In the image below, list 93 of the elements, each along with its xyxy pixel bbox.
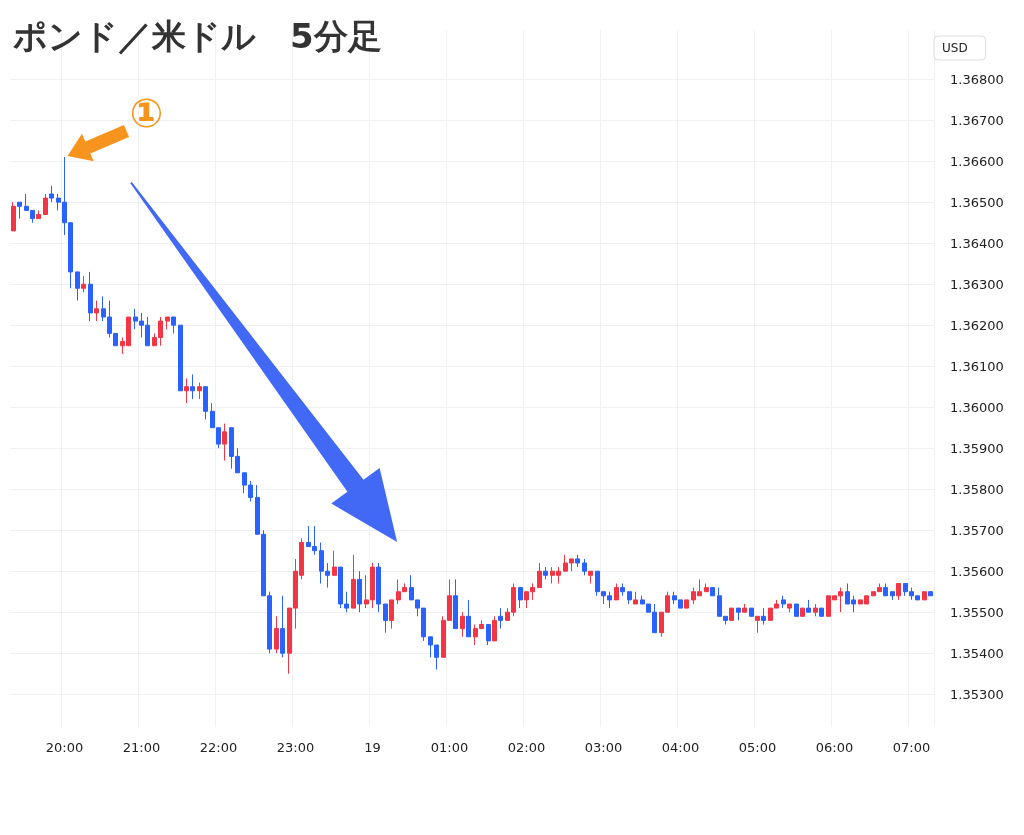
candlestick — [794, 603, 799, 617]
candlestick — [222, 423, 227, 461]
candlestick — [582, 558, 587, 576]
candlestick — [704, 583, 709, 593]
x-tick-label: 19 — [364, 740, 381, 755]
candlestick — [749, 607, 754, 617]
candlestick — [351, 554, 356, 609]
candlestick — [518, 587, 523, 609]
y-tick-label: 1.36500 — [950, 194, 1004, 210]
x-tick-label: 07:00 — [892, 740, 931, 755]
y-tick-label: 1.36100 — [950, 358, 1004, 374]
x-tick-label: 02:00 — [507, 740, 546, 755]
candlestick — [498, 607, 503, 630]
candlestick — [575, 554, 580, 568]
candlestick — [280, 595, 285, 658]
chart-title: ポンド／米ドル 5分足 — [13, 16, 382, 56]
annotation: ① — [129, 90, 164, 137]
y-tick-label: 1.36300 — [950, 276, 1004, 292]
candlestick — [357, 570, 362, 613]
candlestick — [75, 271, 80, 302]
candlestick — [806, 599, 811, 613]
x-tick-label: 01:00 — [430, 740, 469, 755]
y-axis-title: USD — [942, 41, 968, 55]
candlestick — [486, 624, 491, 646]
candlestick — [190, 373, 195, 400]
candlestick — [627, 591, 632, 605]
candlestick — [49, 185, 54, 203]
candlestick — [883, 583, 888, 597]
candlestick — [203, 386, 208, 420]
candlestick — [755, 615, 760, 634]
candlestick — [94, 300, 99, 322]
y-tick-label: 1.36800 — [950, 71, 1004, 87]
candlestick — [460, 611, 465, 638]
candlestick — [684, 599, 689, 609]
candlestick — [710, 587, 715, 597]
candlestick — [376, 562, 381, 613]
candlestick — [178, 324, 183, 392]
candlestick — [742, 603, 747, 613]
candlestick — [620, 583, 625, 597]
candlestick — [614, 583, 619, 601]
y-tick-label: 1.35600 — [950, 563, 1004, 579]
candlestick — [17, 201, 22, 220]
candlestick — [781, 595, 786, 609]
candlestick — [787, 603, 792, 613]
y-tick-label: 1.36700 — [950, 112, 1004, 128]
x-tick-label: 20:00 — [45, 740, 84, 755]
candlestick — [928, 591, 933, 597]
candlestick — [800, 607, 805, 617]
candlestick — [88, 271, 93, 322]
candlestick — [729, 607, 734, 621]
y-tick-label: 1.35500 — [950, 604, 1004, 620]
y-tick-label: 1.35300 — [950, 686, 1004, 702]
candlestick — [736, 607, 741, 621]
x-tick-label: 23:00 — [276, 740, 315, 755]
y-tick-label: 1.35700 — [950, 522, 1004, 538]
candlestick — [332, 550, 337, 576]
candlestick — [165, 316, 170, 330]
candlestick — [184, 378, 189, 404]
candlestick — [896, 583, 901, 601]
y-tick-label: 1.36000 — [950, 399, 1004, 415]
candlestick — [492, 615, 497, 642]
candlestick — [171, 316, 176, 334]
x-tick-label: 03:00 — [584, 740, 623, 755]
candlestick — [890, 591, 895, 601]
x-tick-label: 06:00 — [815, 740, 854, 755]
candlestick — [543, 566, 548, 580]
y-tick-label: 1.36400 — [950, 235, 1004, 251]
candlestick — [813, 603, 818, 617]
y-tick-label: 1.35800 — [950, 481, 1004, 497]
y-tick-label: 1.35400 — [950, 645, 1004, 661]
candlestick — [197, 382, 202, 400]
x-tick-label: 05:00 — [738, 740, 777, 755]
candlestick — [383, 603, 388, 634]
candlestick — [81, 275, 86, 293]
y-tick-label: 1.36200 — [950, 317, 1004, 333]
candlestick — [819, 607, 824, 617]
candlestick — [453, 578, 458, 630]
candlestick — [761, 607, 766, 625]
candlestick — [922, 591, 927, 601]
x-tick-label: 22:00 — [199, 740, 238, 755]
candlestick — [537, 562, 542, 589]
candlestick — [389, 599, 394, 630]
y-tick-label: 1.35900 — [950, 440, 1004, 456]
candlestick — [633, 591, 638, 605]
candlestick — [466, 599, 471, 638]
candlestick — [36, 209, 41, 220]
x-tick-label: 21:00 — [122, 740, 161, 755]
candlestick — [588, 570, 593, 584]
candlestick — [11, 201, 16, 232]
candlestick — [274, 615, 279, 654]
candlestick — [43, 193, 48, 215]
x-tick-label: 04:00 — [661, 740, 700, 755]
y-tick-label: 1.36600 — [950, 153, 1004, 169]
